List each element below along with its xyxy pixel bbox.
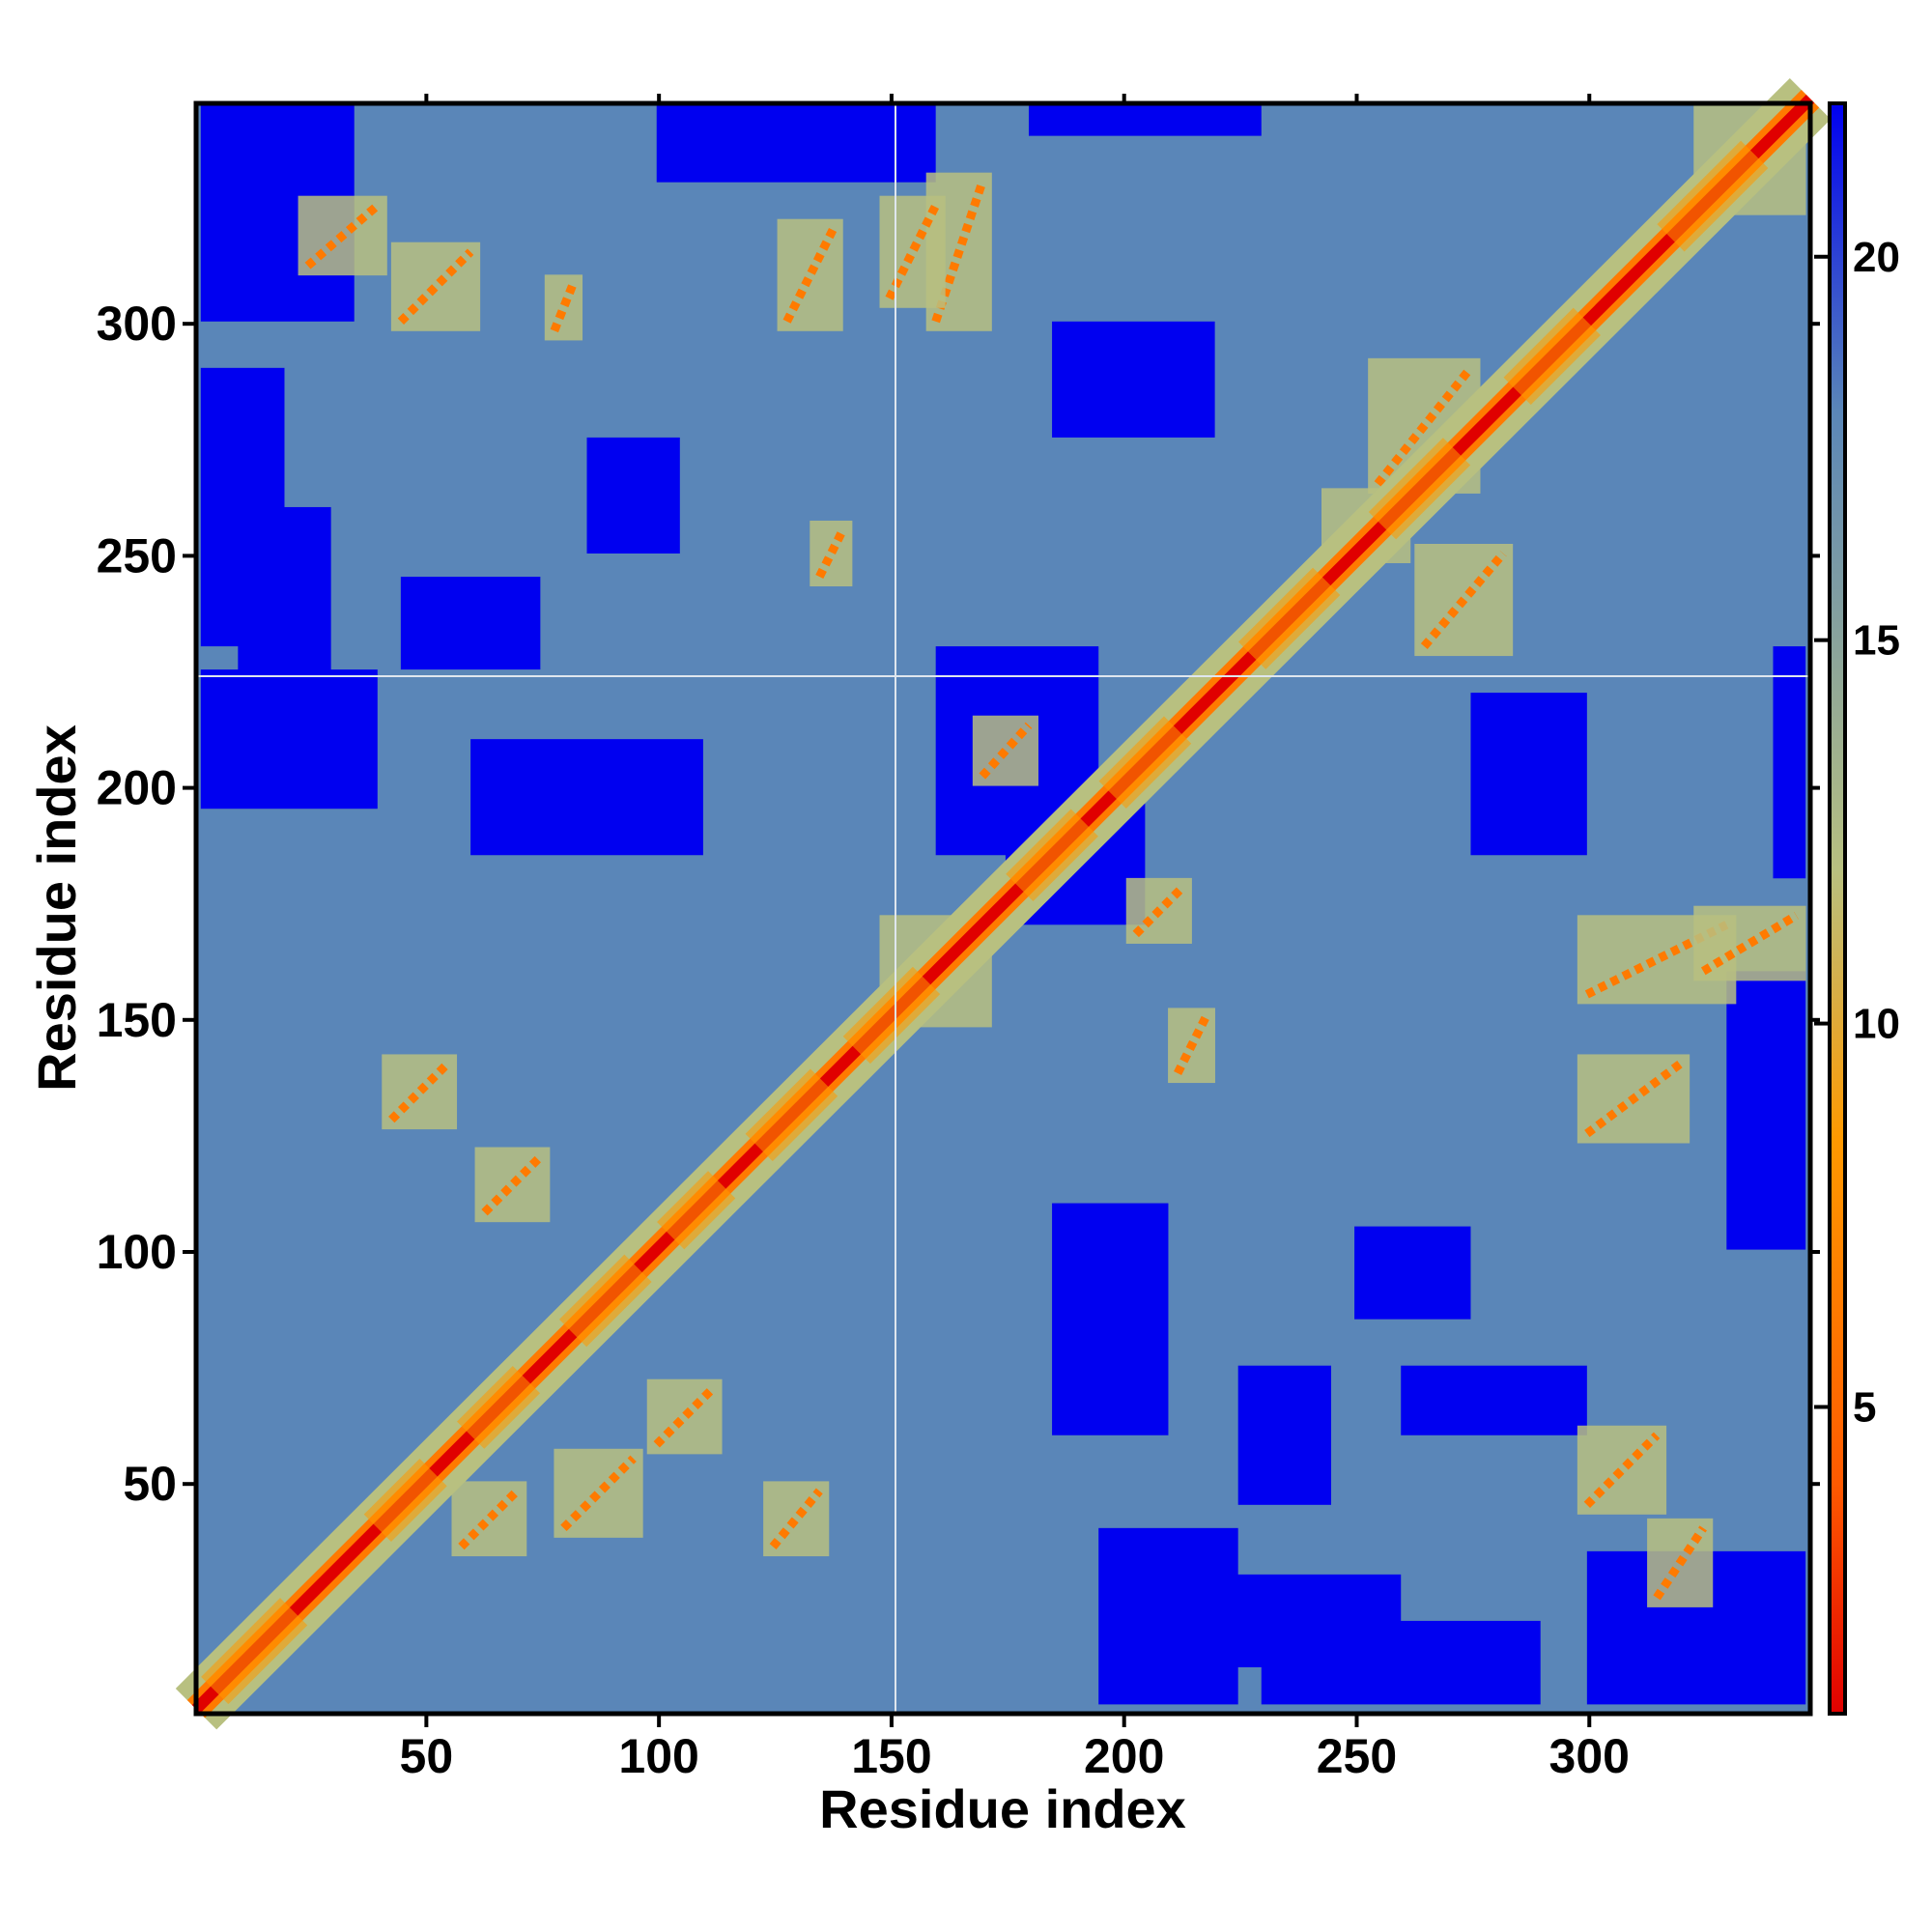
y-axis-title: Residue index (26, 724, 87, 1092)
far-region-22 (1470, 693, 1587, 856)
contact-band-14 (1584, 1060, 1683, 1138)
far-region-19 (1726, 971, 1806, 1250)
helix-segment-1 (363, 1459, 447, 1542)
contact-band-21 (782, 226, 838, 324)
contact-band-24 (1174, 1015, 1209, 1076)
far-region-21 (1052, 321, 1215, 438)
contact-band-22 (550, 282, 578, 333)
colorbar-ticks: 5 10 15 20 (1814, 234, 1900, 1431)
far-region-18 (1028, 103, 1262, 136)
colorbar-tick-label-10: 10 (1853, 1001, 1900, 1048)
far-region-20 (656, 103, 936, 183)
x-tick-label-250: 250 (1317, 1729, 1397, 1783)
colorbar-tick-label-5: 5 (1853, 1383, 1876, 1431)
helix-segment-2 (456, 1365, 541, 1449)
contact-band-23 (815, 527, 847, 580)
helix-segment-7 (1006, 809, 1098, 902)
contact-band-11 (1374, 365, 1474, 487)
contact-band-8 (1132, 884, 1186, 938)
far-region-17 (1773, 646, 1806, 879)
colorbar-tick-label-15: 15 (1853, 617, 1900, 665)
heatmap-area (175, 77, 1832, 1730)
helix-segment-10 (1368, 438, 1471, 540)
contact-band-5 (769, 1488, 823, 1549)
y-tick-label-300: 300 (97, 297, 177, 351)
x-tick-label-300: 300 (1549, 1729, 1630, 1783)
colorbar: 5 10 15 20 (1814, 101, 1900, 1716)
helix-segment-9 (1238, 567, 1341, 669)
x-axis-title: Residue index (819, 1778, 1186, 1839)
contact-band-7 (979, 722, 1033, 780)
helix-segment-8 (1098, 716, 1192, 809)
contact-band-17 (931, 181, 987, 324)
x-tick-label-50: 50 (400, 1729, 454, 1783)
far-region-3 (1052, 1203, 1169, 1435)
helix-segment-11 (1503, 307, 1601, 406)
far-region-8 (200, 669, 378, 810)
far-region-16 (1261, 1620, 1541, 1705)
y-tick-label-150: 150 (97, 993, 177, 1047)
contact-band-16 (1700, 911, 1799, 976)
helix-segment-4 (657, 1171, 736, 1250)
far-region-12 (586, 437, 680, 554)
contact-band-20 (304, 202, 381, 270)
helix-segment-12 (1657, 140, 1769, 252)
colorbar-tick-label-20: 20 (1853, 234, 1900, 281)
contact-band-19 (397, 248, 474, 325)
contact-band-3 (560, 1455, 637, 1532)
x-axis: 50 100 150 200 250 300 (400, 94, 1630, 1783)
contact-band-12 (1583, 1432, 1661, 1509)
contact-band-halo-23 (810, 520, 853, 587)
contact-band-13 (1653, 1525, 1707, 1601)
far-region-2 (1237, 1365, 1331, 1505)
y-tick-label-50: 50 (123, 1457, 177, 1511)
helix-segment-6 (842, 966, 941, 1065)
contact-band-halo-22 (544, 274, 583, 341)
far-distance-regions (200, 103, 1806, 1705)
x-tick-label-150: 150 (851, 1729, 931, 1783)
plot-frame (193, 100, 1813, 1717)
y-tick-label-250: 250 (97, 528, 177, 582)
helix-segment-3 (558, 1254, 652, 1348)
far-region-11 (400, 577, 541, 670)
y-tick-label-100: 100 (97, 1225, 177, 1279)
far-region-10 (470, 739, 703, 856)
far-region-5 (1401, 1365, 1587, 1435)
x-tick-label-100: 100 (618, 1729, 698, 1783)
contact-band-18 (885, 203, 940, 300)
contact-band-10 (1420, 551, 1507, 649)
far-region-4 (1354, 1226, 1471, 1320)
y-axis: 50 100 150 200 250 300 (97, 297, 1820, 1511)
helix-segment-0 (201, 1598, 308, 1705)
y-tick-label-200: 200 (97, 761, 177, 815)
far-region-15 (200, 367, 285, 647)
helix-segment-5 (745, 1068, 838, 1162)
diagonal-contacts (175, 77, 1832, 1730)
x-tick-label-200: 200 (1084, 1729, 1164, 1783)
colorbar-gradient (1828, 101, 1847, 1716)
